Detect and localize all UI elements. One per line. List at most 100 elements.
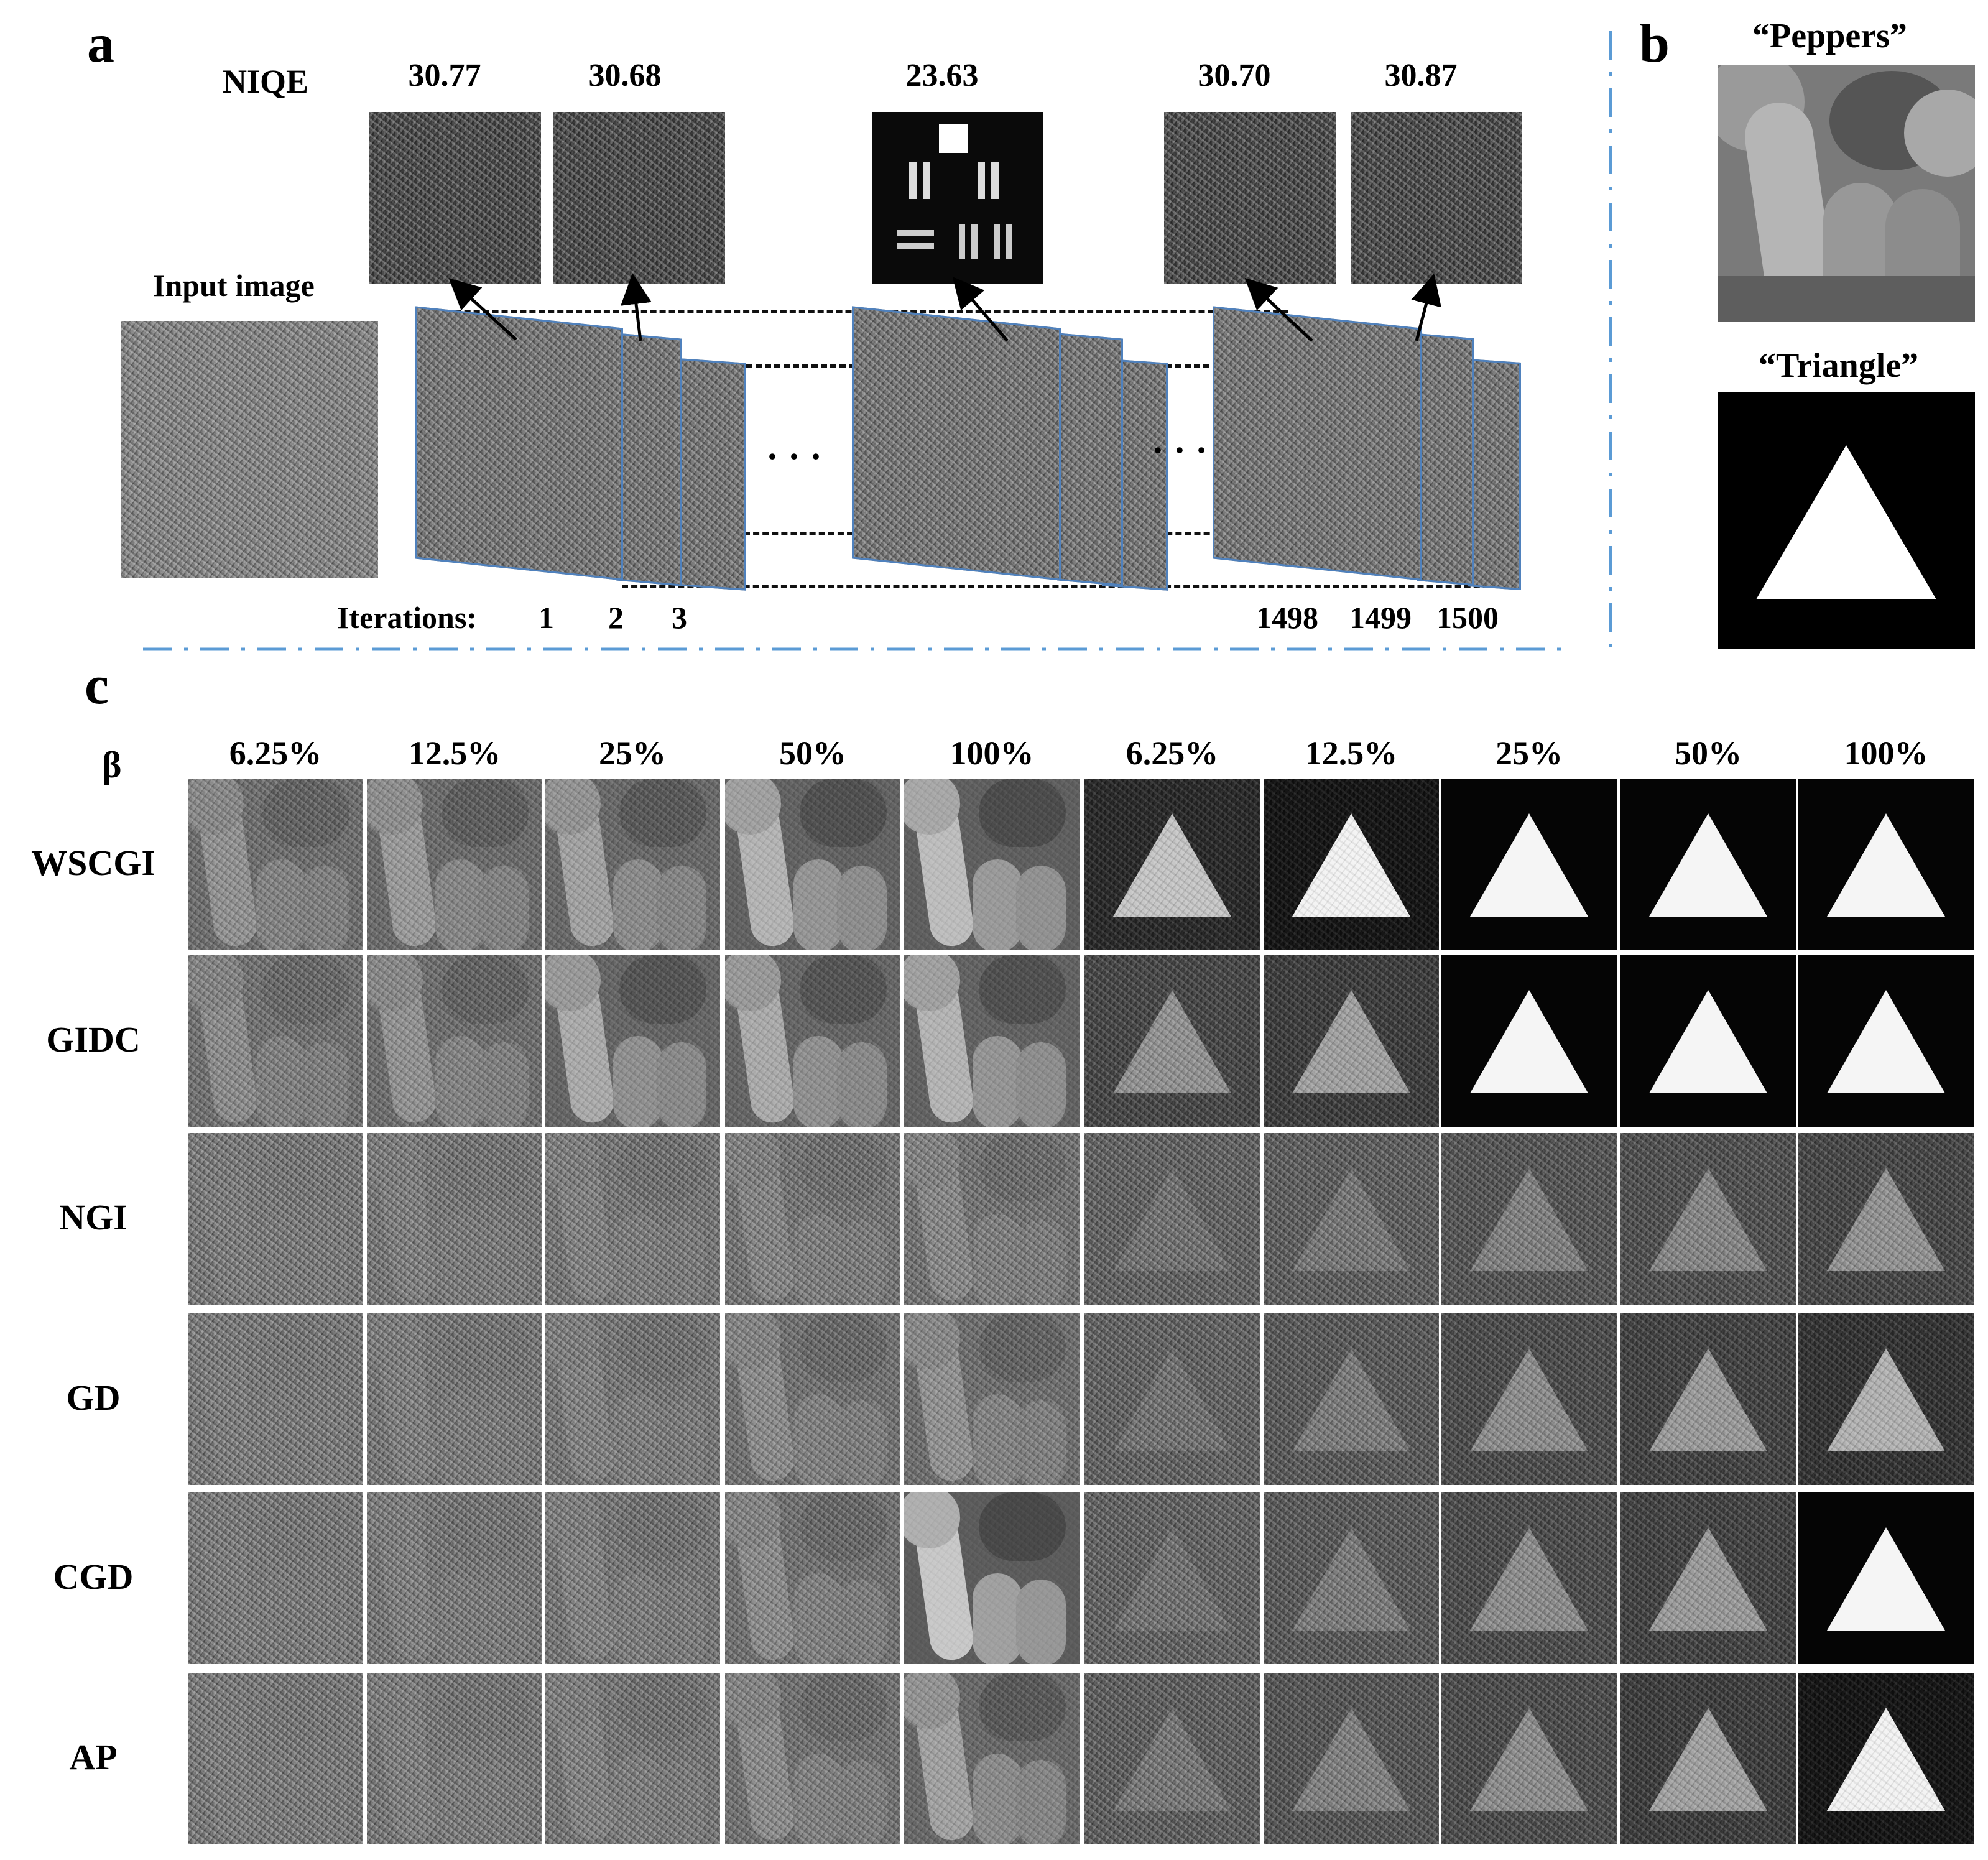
result-gd-peppers-50pct xyxy=(725,1313,900,1485)
ellipsis-2: · · · xyxy=(1152,430,1208,471)
iteration-number-3: 3 xyxy=(672,600,687,635)
result-ap-peppers-50pct xyxy=(725,1673,900,1844)
beta-label: β xyxy=(102,744,122,785)
result-gd-triangle-100pct xyxy=(1798,1313,1974,1485)
result-gd-triangle-12.5pct xyxy=(1264,1313,1439,1485)
column-header-triangle-6.25pct: 6.25% xyxy=(1126,734,1219,772)
result-wscgi-triangle-6.25pct xyxy=(1084,779,1260,950)
result-ngi-peppers-12.5pct xyxy=(367,1133,542,1305)
result-gidc-triangle-25pct xyxy=(1441,955,1617,1127)
column-header-peppers-6.25pct: 6.25% xyxy=(229,734,322,772)
arrows-overlay xyxy=(448,273,1441,342)
niqe-value-5: 30.87 xyxy=(1384,58,1458,93)
result-ngi-triangle-100pct xyxy=(1798,1133,1974,1305)
result-ngi-peppers-25pct xyxy=(545,1133,720,1305)
result-gidc-peppers-50pct xyxy=(725,955,900,1127)
peppers-reference-image xyxy=(1718,65,1975,322)
result-wscgi-triangle-50pct xyxy=(1620,779,1796,950)
result-ngi-peppers-50pct xyxy=(725,1133,900,1305)
niqe-value-2: 30.68 xyxy=(588,58,662,93)
result-ngi-peppers-100pct xyxy=(904,1133,1080,1305)
result-ap-triangle-6.25pct xyxy=(1084,1673,1260,1844)
niqe-value-1: 30.77 xyxy=(408,58,481,93)
method-label-gidc: GIDC xyxy=(46,1019,141,1060)
result-gidc-peppers-6.25pct xyxy=(188,955,363,1127)
result-wscgi-triangle-100pct xyxy=(1798,779,1974,950)
panel-a-letter: a xyxy=(87,14,114,74)
method-label-ngi: NGI xyxy=(59,1197,127,1238)
triangle-label: “Triangle” xyxy=(1759,346,1919,385)
result-wscgi-triangle-25pct xyxy=(1441,779,1617,950)
result-cgd-peppers-6.25pct xyxy=(188,1492,363,1664)
niqe-thumb-5 xyxy=(1351,112,1522,284)
result-ngi-peppers-6.25pct xyxy=(188,1133,363,1305)
column-header-triangle-100pct: 100% xyxy=(1844,734,1928,772)
result-cgd-triangle-50pct xyxy=(1620,1492,1796,1664)
method-label-gd: GD xyxy=(66,1377,121,1418)
niqe-thumb-3 xyxy=(872,112,1043,284)
niqe-value-3: 23.63 xyxy=(905,58,979,93)
result-gd-peppers-25pct xyxy=(545,1313,720,1485)
result-gidc-triangle-12.5pct xyxy=(1264,955,1439,1127)
result-ngi-triangle-12.5pct xyxy=(1264,1133,1439,1305)
result-ap-peppers-6.25pct xyxy=(188,1673,363,1844)
result-ngi-triangle-50pct xyxy=(1620,1133,1796,1305)
result-cgd-triangle-6.25pct xyxy=(1084,1492,1260,1664)
result-ap-triangle-50pct xyxy=(1620,1673,1796,1844)
result-gidc-triangle-6.25pct xyxy=(1084,955,1260,1127)
result-ap-triangle-25pct xyxy=(1441,1673,1617,1844)
column-header-triangle-12.5pct: 12.5% xyxy=(1305,734,1398,772)
result-gidc-triangle-100pct xyxy=(1798,955,1974,1127)
input-image-label: Input image xyxy=(153,268,315,303)
triangle-reference-image xyxy=(1718,392,1975,649)
result-ap-peppers-12.5pct xyxy=(367,1673,542,1844)
column-header-peppers-12.5pct: 12.5% xyxy=(408,734,501,772)
ellipsis-1: · · · xyxy=(766,436,823,477)
column-header-peppers-50pct: 50% xyxy=(779,734,846,772)
result-gd-peppers-6.25pct xyxy=(188,1313,363,1485)
niqe-value-4: 30.70 xyxy=(1198,58,1271,93)
result-gidc-peppers-100pct xyxy=(904,955,1080,1127)
result-cgd-peppers-25pct xyxy=(545,1492,720,1664)
result-gd-triangle-50pct xyxy=(1620,1313,1796,1485)
result-ap-triangle-12.5pct xyxy=(1264,1673,1439,1844)
method-label-ap: AP xyxy=(69,1737,118,1777)
niqe-label: NIQE xyxy=(223,63,309,100)
panel-dividers xyxy=(143,31,1612,651)
result-gd-peppers-12.5pct xyxy=(367,1313,542,1485)
column-header-triangle-25pct: 25% xyxy=(1496,734,1563,772)
result-wscgi-peppers-25pct xyxy=(545,779,720,950)
result-cgd-triangle-25pct xyxy=(1441,1492,1617,1664)
iterations-label: Iterations: xyxy=(337,600,477,635)
result-ap-peppers-100pct xyxy=(904,1673,1080,1844)
panel-c-letter: c xyxy=(85,655,109,716)
result-cgd-peppers-100pct xyxy=(904,1492,1080,1664)
iteration-number-1499: 1499 xyxy=(1349,600,1412,635)
panel-b-letter: b xyxy=(1639,14,1670,74)
result-gd-peppers-100pct xyxy=(904,1313,1080,1485)
niqe-thumb-1 xyxy=(369,112,541,284)
result-wscgi-peppers-100pct xyxy=(904,779,1080,950)
dash-line-bottom xyxy=(622,585,1517,588)
iteration-number-1498: 1498 xyxy=(1256,600,1318,635)
result-wscgi-peppers-50pct xyxy=(725,779,900,950)
result-ngi-triangle-6.25pct xyxy=(1084,1133,1260,1305)
peppers-label: “Peppers” xyxy=(1752,17,1907,55)
result-cgd-peppers-12.5pct xyxy=(367,1492,542,1664)
result-wscgi-peppers-6.25pct xyxy=(188,779,363,950)
result-cgd-triangle-12.5pct xyxy=(1264,1492,1439,1664)
iteration-number-1: 1 xyxy=(539,600,554,635)
result-ap-peppers-25pct xyxy=(545,1673,720,1844)
input-image xyxy=(121,321,378,578)
column-header-triangle-50pct: 50% xyxy=(1675,734,1742,772)
method-label-wscgi: WSCGI xyxy=(31,843,155,883)
iteration-number-1500: 1500 xyxy=(1436,600,1499,635)
result-cgd-peppers-50pct xyxy=(725,1492,900,1664)
iteration-number-2: 2 xyxy=(608,600,624,635)
result-ap-triangle-100pct xyxy=(1798,1673,1974,1844)
result-gd-triangle-25pct xyxy=(1441,1313,1617,1485)
result-cgd-triangle-100pct xyxy=(1798,1492,1974,1664)
method-label-cgd: CGD xyxy=(53,1557,134,1597)
column-header-peppers-100pct: 100% xyxy=(950,734,1034,772)
result-wscgi-triangle-12.5pct xyxy=(1264,779,1439,950)
